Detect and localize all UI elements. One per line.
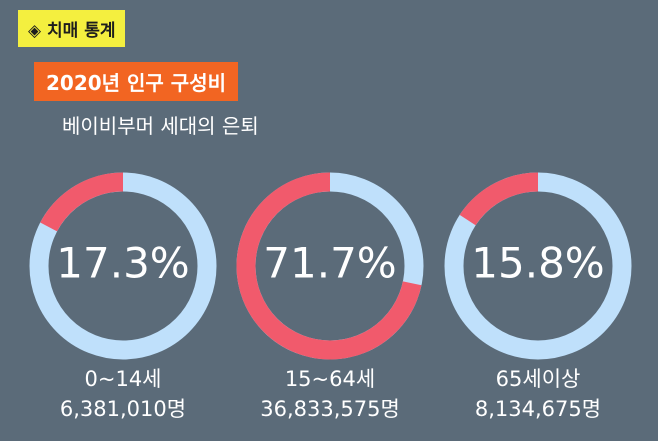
caption: 6,381,010명: [60, 397, 186, 421]
title: 2020년 인구 구성비: [34, 62, 238, 101]
subtitle: 베이비부머 세대의 은퇴: [62, 114, 259, 138]
donut-segment: [40, 172, 124, 232]
caption: 8,134,675명: [475, 397, 601, 421]
donut-segment: [236, 172, 422, 360]
caption: 36,833,575명: [260, 397, 400, 421]
category-label: 0~14세: [85, 367, 162, 391]
value-label: 17.3%: [56, 239, 189, 288]
value-label: 15.8%: [471, 239, 604, 288]
donut-segment: [459, 172, 539, 226]
value-label: 71.7%: [263, 239, 396, 288]
category-label: 15~64세: [285, 367, 375, 391]
badge: ◈ 치매 통계: [18, 10, 126, 47]
category-label: 65세이상: [496, 367, 581, 391]
